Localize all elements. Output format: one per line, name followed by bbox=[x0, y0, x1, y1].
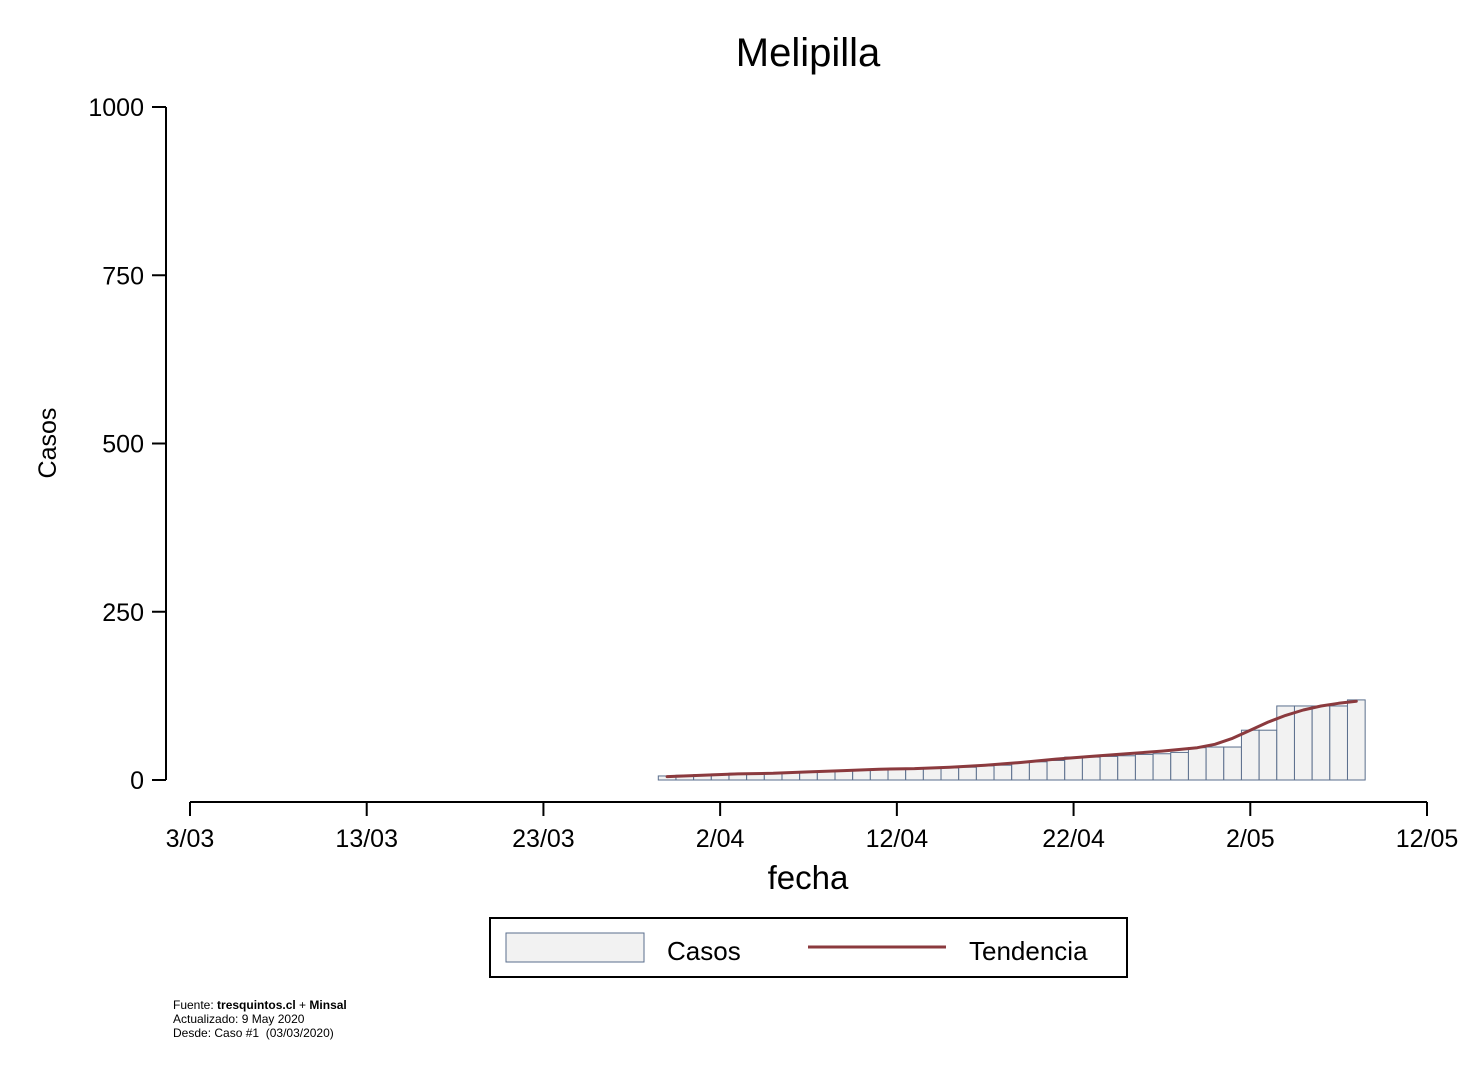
chart-title: Melipilla bbox=[736, 31, 881, 75]
casos-bar bbox=[1346, 699, 1366, 781]
casos-bar bbox=[869, 769, 889, 781]
casos-bar bbox=[1187, 747, 1207, 781]
casos-bar bbox=[993, 764, 1013, 781]
y-tick-label: 0 bbox=[130, 767, 144, 795]
casos-bar bbox=[1046, 759, 1066, 781]
casos-bar bbox=[887, 768, 907, 781]
x-tick-label: 13/03 bbox=[335, 825, 398, 853]
y-tick-label: 1000 bbox=[88, 94, 144, 122]
casos-bar bbox=[975, 765, 995, 781]
footer-source-sep: + bbox=[295, 998, 310, 1012]
y-tick-label: 500 bbox=[102, 431, 144, 459]
x-axis: 3/03 13/03 23/03 2/04 12/04 22/04 2/05 12/05 bbox=[166, 801, 1459, 853]
casos-bar bbox=[1064, 756, 1083, 781]
casos-bar bbox=[1205, 746, 1225, 781]
x-axis-label: fecha bbox=[768, 859, 849, 896]
y-axis-label: Casos bbox=[34, 408, 62, 479]
tendencia-line-group bbox=[665, 699, 1358, 779]
casos-bar bbox=[1293, 705, 1313, 781]
legend-label-casos: Casos bbox=[667, 936, 741, 966]
casos-bar bbox=[1258, 729, 1278, 781]
tendencia-line bbox=[665, 699, 1358, 779]
casos-bar bbox=[1028, 761, 1048, 781]
footer-source-line: Fuente: tresquintos.cl + Minsal bbox=[173, 998, 347, 1012]
source-footer: Fuente: tresquintos.cl + Minsal Actualiz… bbox=[173, 998, 347, 1040]
casos-bar bbox=[1011, 762, 1030, 781]
x-tick-label: 12/05 bbox=[1396, 825, 1459, 853]
x-tick-label: 2/04 bbox=[696, 825, 745, 853]
footer-source-org: Minsal bbox=[309, 998, 347, 1012]
casos-bar bbox=[1170, 751, 1189, 781]
y-axis: 0 250 500 750 1000 bbox=[88, 94, 167, 795]
casos-bar bbox=[905, 768, 924, 781]
x-tick-label: 12/04 bbox=[866, 825, 929, 853]
x-tick-label: 2/05 bbox=[1226, 825, 1275, 853]
casos-bar bbox=[1081, 756, 1101, 781]
casos-bar bbox=[940, 767, 960, 781]
casos-bars bbox=[657, 699, 1366, 781]
casos-bar bbox=[1134, 753, 1154, 781]
casos-bar bbox=[1223, 746, 1242, 781]
casos-bar bbox=[1117, 755, 1136, 781]
y-tick-label: 250 bbox=[102, 599, 144, 627]
footer-since: Desde: Caso #1 (03/03/2020) bbox=[173, 1026, 334, 1040]
casos-bar bbox=[1240, 729, 1260, 781]
legend-label-tendencia: Tendencia bbox=[969, 936, 1088, 966]
legend-swatch-casos bbox=[505, 932, 645, 963]
y-tick-label: 750 bbox=[102, 262, 144, 290]
footer-updated: Actualizado: 9 May 2020 bbox=[173, 1012, 305, 1026]
x-tick-label: 3/03 bbox=[166, 825, 215, 853]
casos-bar bbox=[1311, 705, 1331, 781]
casos-bar bbox=[1329, 705, 1348, 781]
casos-bar bbox=[958, 766, 977, 781]
casos-bar bbox=[922, 768, 942, 781]
x-tick-label: 22/04 bbox=[1042, 825, 1105, 853]
casos-bar bbox=[1152, 753, 1172, 781]
legend: Casos Tendencia bbox=[489, 917, 1128, 978]
casos-bar bbox=[1099, 755, 1119, 781]
footer-source-site: tresquintos.cl bbox=[217, 998, 296, 1012]
x-tick-label: 23/03 bbox=[512, 825, 575, 853]
footer-source-label: Fuente: bbox=[173, 998, 218, 1012]
